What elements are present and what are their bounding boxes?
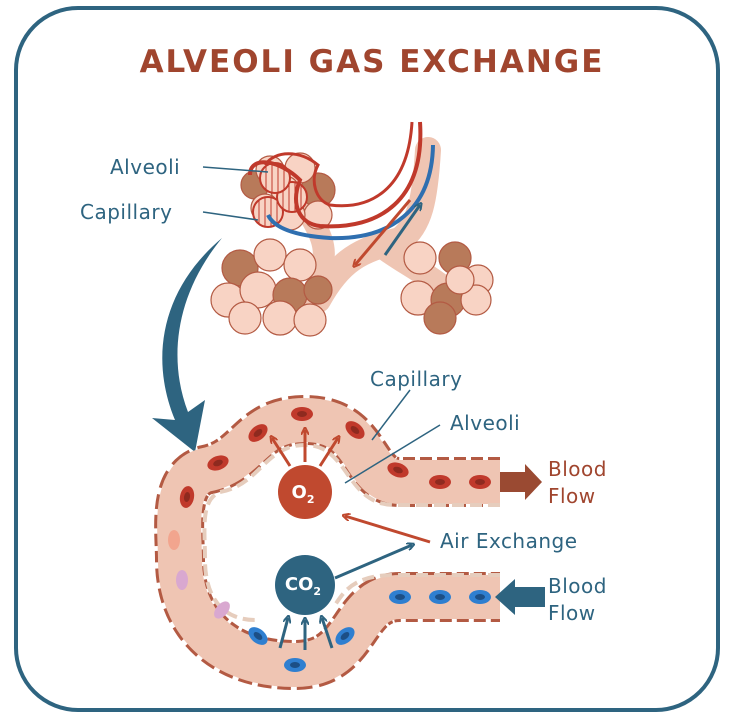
alveolus: [424, 302, 456, 334]
red-blood-cell: [435, 479, 445, 485]
diagram: ALVEOLI GAS EXCHANGE Alveoli Capillary O…: [0, 0, 729, 719]
alveolus: [294, 304, 326, 336]
alveolus: [254, 239, 286, 271]
page: {"title": "ALVEOLI GAS EXCHANGE", "top_l…: [0, 0, 729, 719]
alveolus: [284, 249, 316, 281]
blood-cell: [176, 570, 188, 590]
blue-blood-cell: [435, 594, 445, 600]
line: Flow: [548, 484, 596, 508]
red-blood-cell: [297, 411, 307, 417]
line: Blood: [548, 574, 607, 598]
carbon-dioxide: CO2: [275, 555, 335, 615]
blue-blood-cell: [469, 590, 491, 604]
subscript: 2: [307, 493, 315, 506]
blood-cell: [176, 570, 188, 590]
subscript: 2: [313, 585, 321, 598]
line: Blood: [548, 457, 607, 481]
label: Alveoli: [110, 155, 180, 179]
symbol: CO: [285, 574, 314, 595]
blood-cell: [168, 530, 180, 550]
red-blood-cell: [469, 475, 491, 489]
blue-blood-cell: [389, 590, 411, 604]
label: Air Exchange: [440, 529, 578, 553]
label: Alveoli: [450, 411, 520, 435]
blue-blood-cell: [475, 594, 485, 600]
title: ALVEOLI GAS EXCHANGE: [140, 44, 605, 80]
blue-blood-cell: [290, 662, 300, 668]
alveolus: [304, 276, 332, 304]
alveolus: [404, 242, 436, 274]
oxygen: O2: [278, 465, 332, 519]
symbol: O: [292, 482, 307, 503]
label: Capillary: [80, 200, 172, 224]
label: Capillary: [370, 367, 462, 391]
alveolus: [263, 301, 297, 335]
alveolus: [229, 302, 261, 334]
blue-blood-cell: [395, 594, 405, 600]
red-blood-cell: [475, 479, 485, 485]
red-blood-cell: [291, 407, 313, 421]
alveolus: [446, 266, 474, 294]
line: Flow: [548, 601, 596, 625]
blue-blood-cell: [429, 590, 451, 604]
blue-blood-cell: [284, 658, 306, 672]
red-blood-cell: [429, 475, 451, 489]
blood-cell: [168, 530, 180, 550]
